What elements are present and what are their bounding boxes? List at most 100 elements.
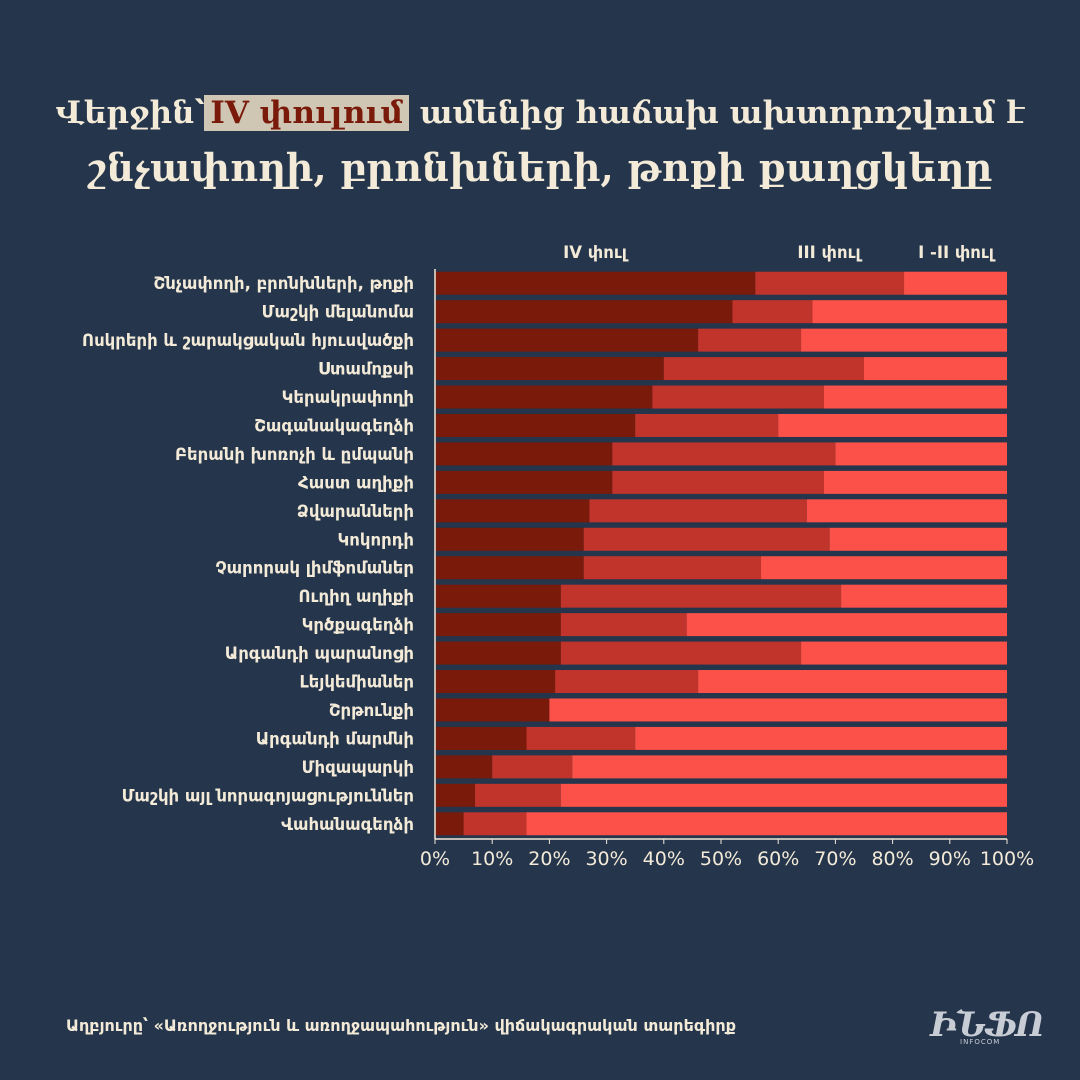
category-label: Ոսկրերի և շարակցական հյուսվածքի — [82, 331, 414, 350]
bar-segment — [778, 413, 1007, 437]
bar-segment — [435, 413, 636, 437]
logo-text: ԻՆՖՈ — [930, 1005, 1045, 1045]
x-tick-label: 10% — [471, 848, 513, 870]
title-line-2: շնչափողի, բրոնխների, թոքի քաղցկեղը — [87, 145, 993, 190]
bar-segment — [801, 328, 1007, 352]
legend-label: I -II փուլ — [918, 243, 996, 262]
bar-segment — [635, 726, 1007, 750]
bar-segment — [829, 527, 1007, 551]
bar-segment — [841, 584, 1007, 608]
x-tick-label: 50% — [700, 848, 742, 870]
bar-segment — [435, 670, 556, 694]
bar-segment — [663, 357, 864, 381]
category-label: Վահանագեղձի — [281, 815, 414, 834]
legend-label: IV փուլ — [563, 243, 629, 262]
bar-segment — [526, 726, 636, 750]
category-label: Բերանի խոռոչի և ըմպանի — [175, 445, 414, 464]
x-tick-label: 80% — [871, 848, 913, 870]
bar-segment — [435, 271, 756, 295]
category-label: Շագանակագեղձի — [254, 416, 414, 435]
bar-segment — [435, 442, 613, 466]
category-label: Միզապարկի — [302, 758, 414, 777]
bar-segment — [435, 300, 733, 324]
bar-segment — [589, 499, 807, 523]
bar-segment — [435, 470, 613, 494]
category-label: Արգանդի մարմնի — [256, 729, 414, 748]
category-label: Կոկորդի — [338, 530, 414, 549]
title-suffix: ամենից հաճախ ախտորոշվում է — [419, 95, 1025, 131]
bar-segment — [435, 613, 561, 637]
x-tick-label: 0% — [420, 848, 450, 870]
bar-segment — [583, 527, 830, 551]
category-label: Ստամոքսի — [318, 360, 414, 379]
bar-segment — [435, 783, 476, 807]
bar-segment — [635, 413, 779, 437]
x-tick-label: 70% — [814, 848, 856, 870]
bar-segment — [435, 328, 699, 352]
bar-segment — [904, 271, 1007, 295]
bar-segment — [435, 556, 584, 580]
legend-label: III փուլ — [797, 243, 862, 262]
x-tick-label: 100% — [980, 848, 1034, 870]
bar-segment — [835, 442, 1007, 466]
bar-segment — [572, 755, 1007, 779]
bar-segment — [435, 726, 527, 750]
bar-segment — [732, 300, 813, 324]
bar-segment — [801, 641, 1007, 665]
x-tick-label: 30% — [585, 848, 627, 870]
bar-segment — [526, 812, 1007, 836]
bar-segment — [435, 385, 653, 409]
bar-segment — [686, 613, 1007, 637]
bar-segment — [560, 783, 1007, 807]
bar-segment — [435, 584, 561, 608]
bar-segment — [612, 470, 824, 494]
x-tick-label: 20% — [528, 848, 570, 870]
bar-segment — [435, 357, 664, 381]
category-label: Հաստ աղիքի — [298, 473, 414, 492]
bar-segment — [560, 613, 687, 637]
bar-segment — [435, 527, 584, 551]
category-label: Չարորակ լիմֆոմաներ — [215, 559, 414, 578]
bar-segment — [652, 385, 824, 409]
bar-segment — [612, 442, 836, 466]
category-label: Ուղիղ աղիքի — [299, 587, 415, 606]
source-note: Աղբյուրը՝ «Առողջություն և առողջապահությո… — [66, 1016, 737, 1035]
bar-segment — [549, 698, 1007, 722]
bar-segment — [435, 698, 550, 722]
bar-segment — [560, 584, 842, 608]
bar-segment — [492, 755, 573, 779]
category-label: Կերակրափողի — [282, 388, 414, 407]
x-tick-label: 60% — [757, 848, 799, 870]
category-label: Կրծքագեղձի — [302, 616, 414, 635]
chart-title: Վերջին՝ IV փուլում ամենից հաճախ ախտորոշվո… — [0, 88, 1080, 198]
bar-segment — [823, 470, 1007, 494]
logo-subtext: INFOCOM — [960, 1038, 1001, 1046]
bar-segment — [555, 670, 699, 694]
bar-segment — [698, 670, 1007, 694]
category-label: Շնչափողի, բրոնխների, թոքի — [154, 274, 414, 293]
category-label: Ձվարանների — [297, 502, 414, 521]
bar-segment — [560, 641, 802, 665]
bar-segment — [864, 357, 1007, 381]
bar-segment — [435, 755, 493, 779]
bar-segment — [475, 783, 561, 807]
bar-segment — [806, 499, 1007, 523]
category-label: Մաշկի այլ նորագոյացություններ — [122, 786, 414, 805]
title-line-1: Վերջին՝ IV փուլում ամենից հաճախ ախտորոշվո… — [0, 88, 1080, 138]
bar-segment — [812, 300, 1007, 324]
title-highlight: IV փուլում — [204, 95, 410, 131]
bar-segment — [755, 271, 905, 295]
category-label: Լեյկեմիաներ — [299, 673, 414, 692]
x-tick-label: 40% — [643, 848, 685, 870]
bar-segment — [823, 385, 1007, 409]
bar-segment — [435, 641, 561, 665]
x-tick-label: 90% — [929, 848, 971, 870]
category-label: Շրթունքի — [329, 701, 414, 720]
bar-segment — [435, 499, 590, 523]
infocom-logo: ԻՆՖՈ INFOCOM — [930, 1005, 1045, 1048]
bar-segment — [583, 556, 762, 580]
bar-segment — [698, 328, 802, 352]
bar-segment — [463, 812, 527, 836]
category-label: Մաշկի մելանոմա — [262, 303, 414, 322]
